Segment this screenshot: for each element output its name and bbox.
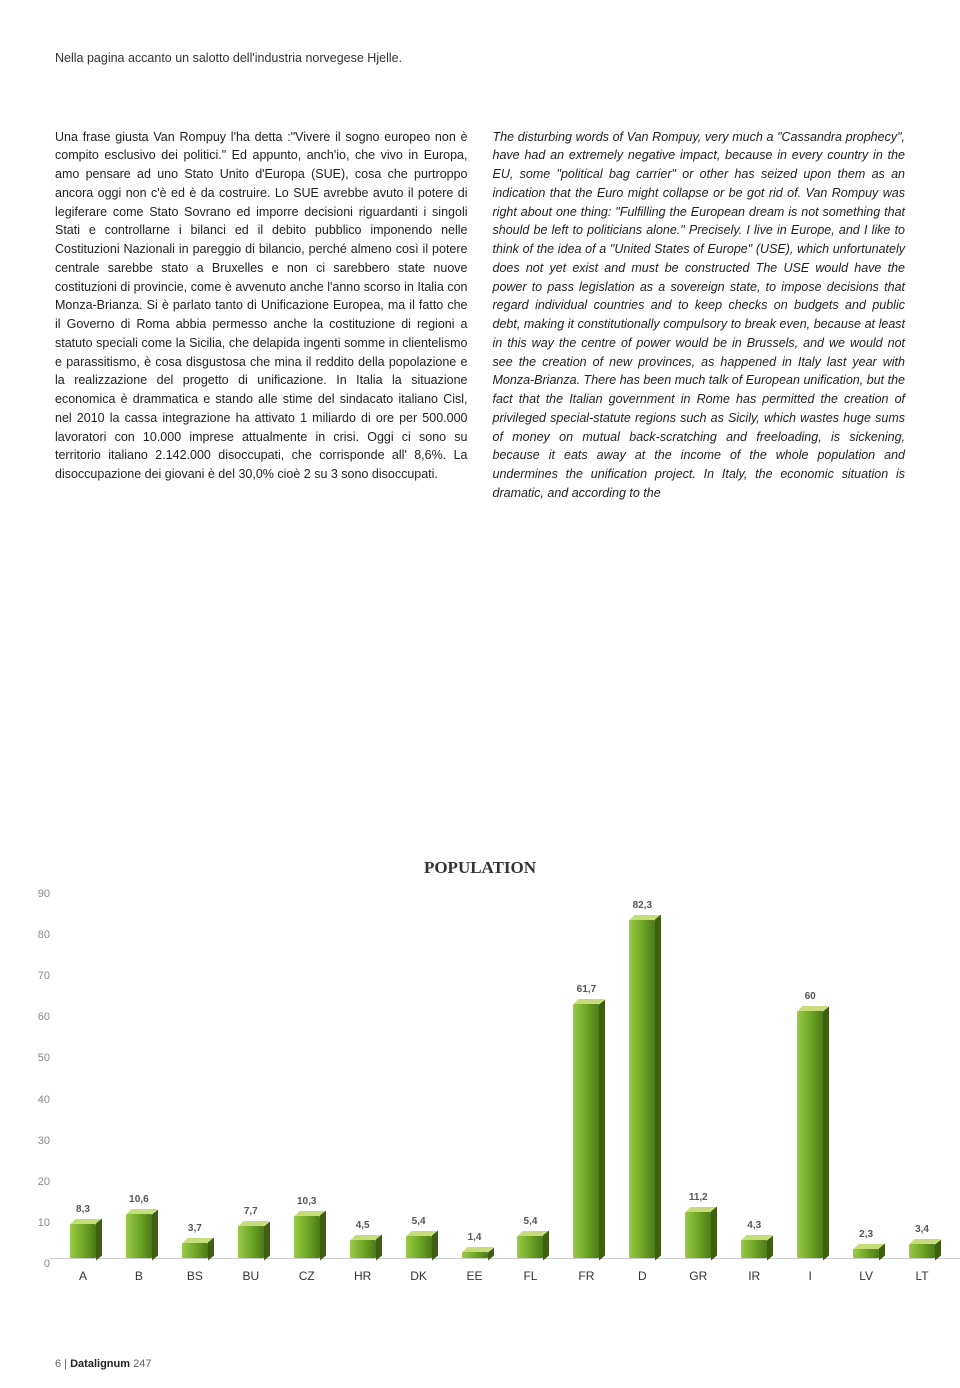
- x-label: GR: [670, 1269, 726, 1283]
- chart-x-labels: ABBSBUCZHRDKEEFLFRDGRIRILVLT: [55, 1269, 950, 1283]
- bar-value-label: 11,2: [689, 1192, 708, 1203]
- bar-value-label: 5,4: [412, 1216, 426, 1227]
- bar-value-label: 10,6: [129, 1194, 148, 1205]
- bar-group: 8,3: [55, 1224, 111, 1258]
- chart-y-axis: 0102030405060708090: [20, 888, 50, 1258]
- image-caption: Nella pagina accanto un salotto dell'ind…: [55, 50, 905, 68]
- bar-value-label: 5,4: [524, 1216, 538, 1227]
- chart-plot-area: 0102030405060708090 8,3 10,6 3,7 7,7 10,3 4,5…: [0, 888, 960, 1298]
- bar-group: 3,4: [894, 1244, 950, 1258]
- x-label: B: [111, 1269, 167, 1283]
- x-label: LT: [894, 1269, 950, 1283]
- bar: 11,2: [685, 1212, 711, 1258]
- page-number: 6: [55, 1358, 61, 1370]
- bar-value-label: 3,7: [188, 1223, 202, 1234]
- bar-group: 2,3: [838, 1249, 894, 1258]
- column-left: Una frase giusta Van Rompuy l'ha detta :…: [55, 128, 468, 503]
- population-chart: POPULATION 0102030405060708090 8,3 10,6 3,…: [0, 858, 960, 1338]
- bar: 4,3: [741, 1240, 767, 1258]
- chart-bars: 8,3 10,6 3,7 7,7 10,3 4,5 5,4 1,4 5,4 61,7 82,3 11,…: [55, 888, 950, 1258]
- bar-group: 82,3: [614, 920, 670, 1258]
- bar-value-label: 1,4: [468, 1232, 482, 1243]
- footer-issue: 247: [133, 1358, 151, 1370]
- bar-group: 10,6: [111, 1214, 167, 1258]
- bar-group: 4,5: [335, 1240, 391, 1259]
- footer-brand: Datalignum: [70, 1358, 130, 1370]
- bar: 82,3: [629, 920, 655, 1258]
- bar-value-label: 2,3: [859, 1229, 873, 1240]
- x-label: FL: [503, 1269, 559, 1283]
- bar: 5,4: [517, 1236, 543, 1258]
- x-label: A: [55, 1269, 111, 1283]
- x-label: BU: [223, 1269, 279, 1283]
- bar: 3,7: [182, 1243, 208, 1258]
- bar: 2,3: [853, 1249, 879, 1258]
- bar: 7,7: [238, 1226, 264, 1258]
- bar-group: 5,4: [391, 1236, 447, 1258]
- bar-value-label: 60: [805, 991, 816, 1002]
- bar-group: 10,3: [279, 1216, 335, 1258]
- x-label: EE: [447, 1269, 503, 1283]
- bar-value-label: 4,3: [747, 1220, 761, 1231]
- bar-group: 3,7: [167, 1243, 223, 1258]
- bar: 10,6: [126, 1214, 152, 1258]
- page-footer: 6 | Datalignum 247: [55, 1358, 151, 1370]
- bar: 1,4: [462, 1252, 488, 1258]
- bar: 60: [797, 1011, 823, 1258]
- x-label: IR: [726, 1269, 782, 1283]
- chart-title: POPULATION: [0, 858, 960, 878]
- bar-group: 1,4: [447, 1252, 503, 1258]
- x-label: I: [782, 1269, 838, 1283]
- bar-group: 4,3: [726, 1240, 782, 1258]
- x-label: BS: [167, 1269, 223, 1283]
- x-label: FR: [558, 1269, 614, 1283]
- bar-value-label: 3,4: [915, 1224, 929, 1235]
- bar: 3,4: [909, 1244, 935, 1258]
- bar-group: 5,4: [503, 1236, 559, 1258]
- bar: 10,3: [294, 1216, 320, 1258]
- bar-group: 60: [782, 1011, 838, 1258]
- bar: 4,5: [350, 1240, 376, 1259]
- bar-value-label: 61,7: [577, 984, 596, 995]
- bar-value-label: 82,3: [633, 900, 652, 911]
- column-right: The disturbing words of Van Rompuy, very…: [493, 128, 906, 503]
- bar-group: 7,7: [223, 1226, 279, 1258]
- x-label: LV: [838, 1269, 894, 1283]
- bar-value-label: 4,5: [356, 1220, 370, 1231]
- bar-group: 61,7: [558, 1004, 614, 1258]
- bar: 5,4: [406, 1236, 432, 1258]
- bar-value-label: 8,3: [76, 1204, 90, 1215]
- x-label: HR: [335, 1269, 391, 1283]
- x-label: DK: [391, 1269, 447, 1283]
- x-label: CZ: [279, 1269, 335, 1283]
- text-columns: Una frase giusta Van Rompuy l'ha detta :…: [55, 128, 905, 503]
- x-label: D: [614, 1269, 670, 1283]
- bar-group: 11,2: [670, 1212, 726, 1258]
- bar-value-label: 10,3: [297, 1196, 316, 1207]
- bar: 61,7: [573, 1004, 599, 1258]
- bar-value-label: 7,7: [244, 1206, 258, 1217]
- bar: 8,3: [70, 1224, 96, 1258]
